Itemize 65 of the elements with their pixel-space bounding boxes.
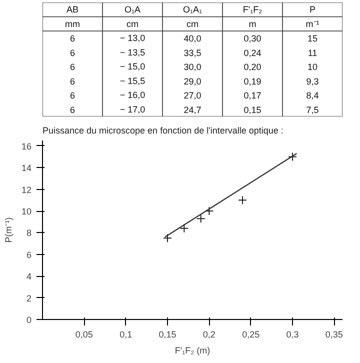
text: 6 [70,34,76,44]
text: 6 [70,48,76,58]
x-tick-label: 0,35 [325,330,343,340]
x-tick-label: 0,1 [120,330,132,340]
text: 0,30 [244,34,262,44]
y-tick-label: 16 [21,141,32,152]
text: mm [65,18,80,29]
y-tick-label: 2 [26,293,32,304]
text: 0,17 [244,90,262,101]
text: 40,0 [184,34,202,44]
text: 6 [70,90,76,101]
text: cm [186,18,198,29]
point [163,234,172,243]
text: 15 [307,34,318,44]
text: m⁻¹ [306,18,320,29]
y-tick-label: 12 [21,184,32,195]
text: 29,0 [184,76,202,86]
text: 24,7 [184,104,202,115]
point [180,224,189,233]
text: 11 [308,48,318,58]
y-axis-title: P(m⁻¹) [3,217,14,243]
text: 0,15 [244,104,262,115]
point [238,196,247,205]
text: 10 [307,62,318,72]
x-axis-title: F'₁F₂ (m) [174,346,210,356]
text: 6 [70,104,76,115]
point [196,214,206,224]
y-tick-label: 10 [21,206,32,217]
text: 9,3 [306,76,319,86]
text: m [248,18,256,29]
y-tick-label: 6 [26,250,32,260]
x-tick-label: 0,2 [202,330,216,340]
text: − 13,5 [120,47,146,58]
text: 8,4 [306,90,319,101]
text: cm [126,18,138,29]
text: 6 [70,62,76,72]
text: 30,0 [184,62,202,72]
text: AB [66,4,79,15]
text: P [310,4,316,15]
text: 0,24 [244,48,262,58]
text: 27,0 [184,90,202,101]
x-tick-label: 0,25 [242,330,260,340]
y-tick-label: 4 [26,272,32,282]
text: − 15,0 [120,62,146,72]
chart-title: Puissance du microscope en fonction de l'intervalle optique : [42,126,284,136]
text: O₁A₁ [182,4,202,15]
x-tick-label: 0,05 [75,330,93,340]
text: 33,5 [184,48,202,58]
point [204,206,214,216]
text: 0,20 [244,62,262,72]
text: − 17,0 [120,104,146,114]
y-tick-label: 0 [26,315,32,325]
text: 7,5 [306,104,319,115]
text: 0,19 [244,76,262,86]
text: − 15,5 [120,76,146,86]
x-tick-label: 0,3 [286,330,299,340]
text: O₁A [124,4,141,15]
point [288,152,297,162]
text: − 13,0 [120,33,146,44]
y-tick-label: 8 [26,228,32,238]
x-tick-label: 0,15 [158,330,176,340]
text: F'₁F₂ [242,4,263,15]
y-tick-label: 14 [21,163,32,174]
text: 6 [70,76,76,86]
text: − 16,0 [120,90,146,100]
